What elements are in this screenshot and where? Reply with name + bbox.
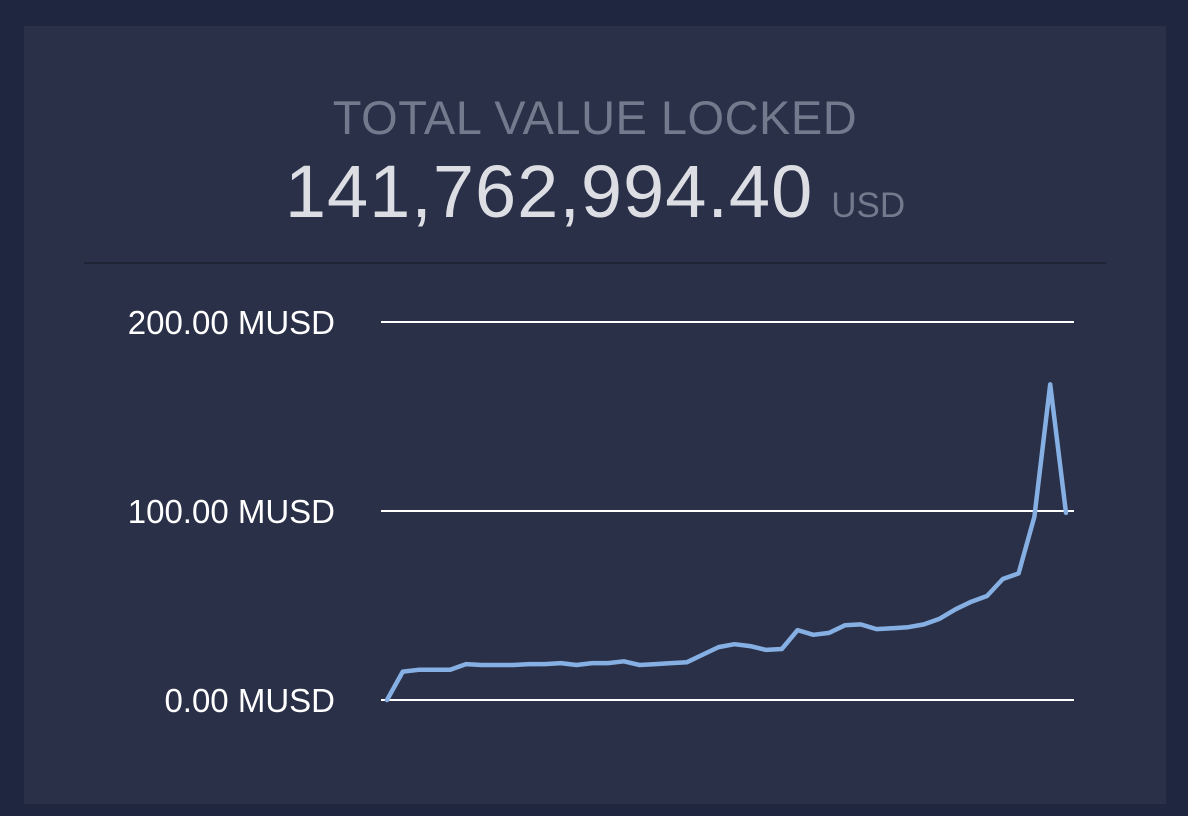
tvl-title: TOTAL VALUE LOCKED <box>332 91 858 144</box>
tvl-value-row: 141,762,994.40 USD <box>24 152 1166 253</box>
divider <box>84 262 1106 264</box>
y-tick-label: 0.00 MUSD <box>164 682 335 719</box>
series-line-0 <box>384 382 1069 703</box>
tvl-line-chart: 0.00 MUSD 100.00 MUSD 200.00 MUSD <box>128 304 1074 719</box>
y-tick-label: 200.00 MUSD <box>128 304 335 341</box>
tvl-card: TOTAL VALUE LOCKED 141,762,994.40 USD 0.0… <box>24 26 1166 804</box>
tvl-amount: 141,762,994.40 <box>284 150 814 233</box>
tvl-unit: USD <box>831 186 906 225</box>
y-tick-label: 100.00 MUSD <box>128 493 335 530</box>
